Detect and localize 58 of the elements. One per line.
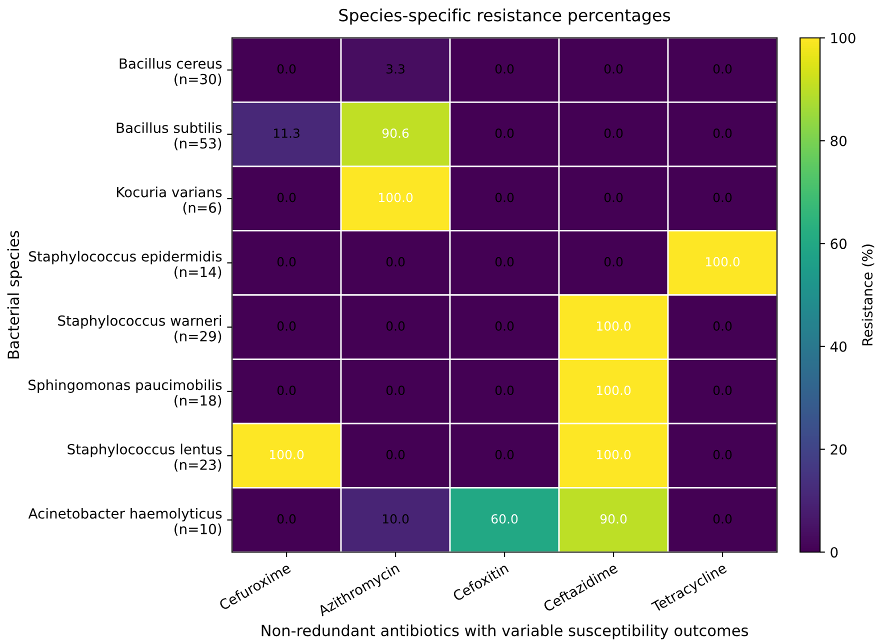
data-label: 0.0 (604, 257, 623, 266)
y-tick-label: Staphylococcus lentus (n=23) (68, 444, 222, 472)
data-label: 0.0 (277, 64, 296, 74)
y-tick-label: Staphylococcus epidermidis (n=14) (29, 250, 222, 279)
data-label: 0.0 (277, 321, 296, 331)
y-tick-label: Kocuria varians (n=6) (116, 186, 222, 215)
data-label: 0.0 (495, 128, 514, 138)
data-label: 0.0 (495, 257, 514, 266)
data-label: 0.0 (277, 386, 296, 396)
data-label: 100.0 (270, 450, 304, 460)
color-bar-label: 20 (830, 444, 847, 455)
data-label: 90.0 (600, 514, 627, 524)
color-bar-label: 0 (830, 547, 838, 558)
data-label: 100.0 (597, 321, 631, 331)
data-label: 0.0 (713, 321, 732, 331)
data-label: 90.6 (382, 128, 409, 138)
data-label: 0.0 (277, 192, 296, 202)
y-tick-label: Bacillus cereus (n=30) (120, 58, 222, 86)
data-label: 3.3 (386, 64, 404, 74)
color-bar-label: 80 (830, 136, 847, 146)
data-label: 100.0 (706, 257, 740, 266)
data-label: 0.0 (713, 192, 732, 202)
data-label: 0.0 (495, 321, 514, 331)
data-label: 0.0 (495, 192, 514, 202)
data-label: 100.0 (597, 386, 631, 396)
data-label: 10.0 (382, 514, 409, 524)
data-label: 0.0 (386, 386, 405, 396)
data-label: 0.0 (386, 450, 405, 460)
x-axis-title: Non-redundant antibiotics with variable susceptibility outcomes (262, 624, 748, 640)
data-label: 0.0 (604, 192, 623, 202)
color-bar-title: Resistance (%) (862, 244, 874, 346)
data-label: 0.0 (713, 450, 732, 460)
data-label: 0.0 (713, 514, 732, 524)
data-label: 100.0 (379, 192, 413, 202)
data-label: 0.0 (604, 128, 623, 138)
color-bar-label: 60 (830, 238, 847, 250)
data-label: 0.0 (713, 64, 732, 74)
color-bar-label: 40 (830, 341, 847, 352)
data-label: 11.3 (274, 128, 300, 138)
data-label: 0.0 (277, 514, 296, 524)
data-label: 0.0 (495, 386, 514, 396)
y-tick-label: Sphingomonas paucimobilis (n=18) (28, 379, 222, 408)
data-label: 0.0 (713, 128, 732, 138)
data-label: 60.0 (491, 514, 518, 524)
y-axis-title: Bacterial species (7, 230, 22, 358)
y-tick-label: Acinetobacter haemolyticus (n=10) (28, 508, 222, 536)
data-label: 0.0 (386, 257, 405, 266)
data-label: 0.0 (386, 321, 405, 331)
color-bar-label: 100 (831, 32, 856, 44)
data-label: 0.0 (277, 257, 296, 266)
y-tick-label: Staphylococcus warneri (n=29) (58, 315, 222, 344)
data-label: 100.0 (597, 450, 631, 460)
data-label: 0.0 (604, 64, 623, 74)
data-label: 0.0 (495, 64, 514, 74)
y-tick-label: Bacillus subtilis (n=53) (116, 122, 222, 150)
chart-title: Species-specific resistance percentages (339, 8, 670, 25)
data-label: 0.0 (495, 450, 514, 460)
data-label: 0.0 (713, 386, 732, 396)
